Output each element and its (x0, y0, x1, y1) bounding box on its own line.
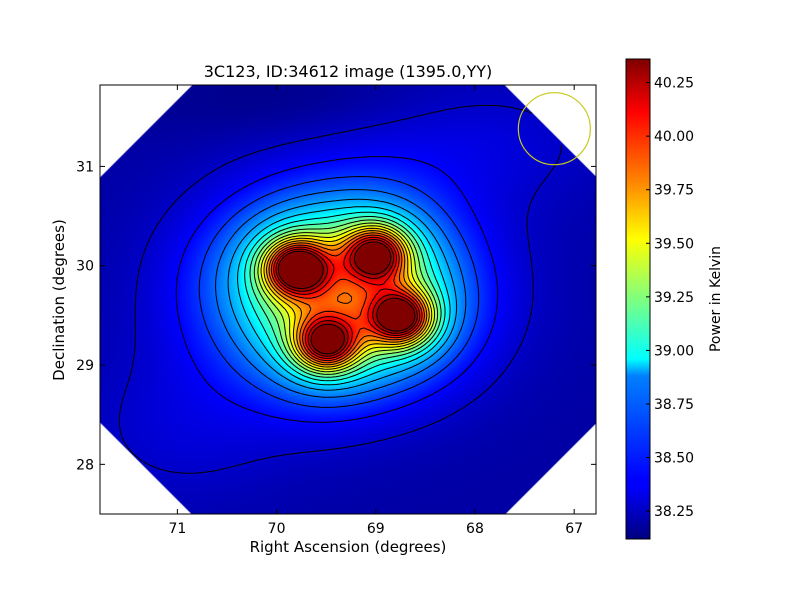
colorbar: 38.25 38.50 38.75 39.00 39.25 39.50 39.75 40.00… (625, 58, 694, 540)
contour-line (275, 239, 418, 357)
colorbar-tick-label: 39.25 (654, 290, 694, 306)
x-tick-label: 69 (367, 521, 385, 537)
contour-line (257, 222, 436, 373)
colorbar-tick-label: 39.50 (654, 236, 694, 252)
contour-line (175, 156, 499, 423)
colorbar-frame (625, 58, 651, 540)
contour-line (249, 216, 442, 378)
x-tick-label: 67 (565, 521, 583, 537)
contour-line (118, 104, 562, 474)
y-axis-ticks: 28 29 30 31 (76, 159, 596, 473)
plot-area: 71 70 69 68 67 28 29 30 31 (76, 84, 597, 537)
contour-lines (118, 104, 562, 474)
y-axis-label: Declination (degrees) (50, 219, 68, 381)
contour-line (237, 206, 451, 386)
contour-line (263, 227, 430, 368)
contour-line (277, 241, 416, 355)
contour-line (260, 225, 433, 370)
contour-line (227, 198, 458, 391)
contour-line (198, 176, 480, 408)
colorbar-tick-label: 40.25 (654, 76, 694, 92)
chart-title: 3C123, ID:34612 image (1395.0,YY) (204, 62, 493, 81)
y-tick-label: 29 (76, 358, 94, 374)
contour-line (253, 219, 439, 375)
contour-line (215, 189, 467, 398)
colorbar-gradient (626, 59, 650, 539)
contour-line (266, 230, 428, 366)
plot-frame (99, 84, 597, 515)
heatmap-image (100, 85, 596, 514)
x-tick-label: 68 (466, 521, 484, 537)
contour-line (244, 211, 446, 382)
contour-line (268, 232, 425, 364)
x-axis-ticks: 71 70 69 68 67 (168, 85, 583, 537)
contour-line (273, 236, 421, 359)
beam-circle (517, 92, 591, 166)
colorbar-tick-label: 38.25 (654, 504, 694, 520)
colorbar-tick-label: 38.75 (654, 397, 694, 413)
x-axis-label: Right Ascension (degrees) (250, 538, 447, 556)
y-tick-label: 30 (76, 259, 94, 275)
x-tick-label: 70 (268, 521, 286, 537)
y-tick-label: 28 (76, 457, 94, 473)
colorbar-ticks: 38.25 38.50 38.75 39.00 39.25 39.50 39.75 40.00… (646, 76, 694, 520)
colorbar-tick-label: 38.50 (654, 451, 694, 467)
x-tick-label: 71 (168, 521, 186, 537)
colorbar-tick-label: 39.00 (654, 343, 694, 359)
colorbar-label: Power in Kelvin (708, 246, 724, 352)
contour-line (270, 234, 423, 362)
y-tick-label: 31 (76, 159, 94, 175)
colorbar-tick-label: 39.75 (654, 183, 694, 199)
colorbar-tick-label: 40.00 (654, 129, 694, 145)
